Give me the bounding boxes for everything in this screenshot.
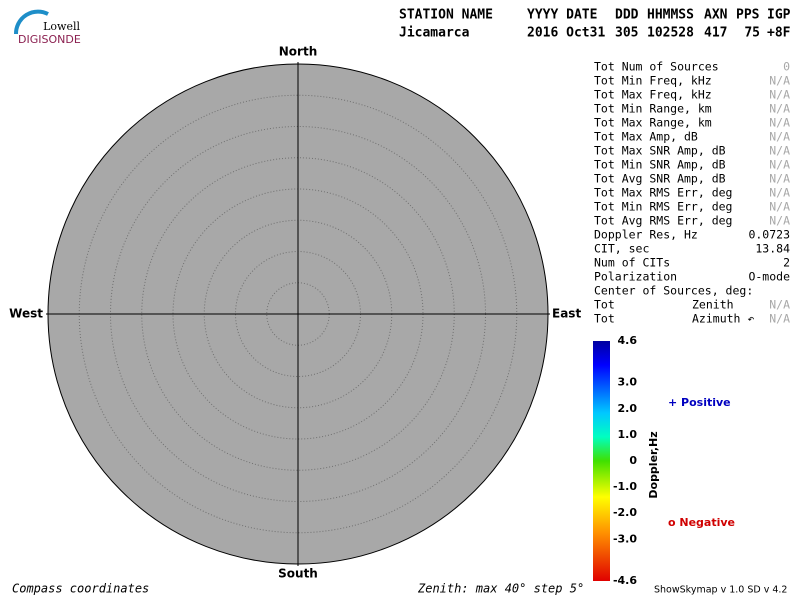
header-label: YYYY DATE	[527, 8, 597, 23]
stat-label: Tot Avg RMS Err, deg	[594, 214, 732, 228]
colorbar-tick: -2.0	[613, 506, 637, 519]
stat-label: Polarization	[594, 270, 677, 284]
legend-negative: o Negative	[668, 516, 735, 529]
stat-value: N/A	[769, 172, 790, 186]
stat-value: N/A	[769, 102, 790, 116]
stat-value: 0	[783, 60, 790, 74]
east-label: East	[552, 307, 581, 321]
stat-label: Tot Min Freq, kHz	[594, 74, 712, 88]
colorbar-tick: 3.0	[618, 376, 638, 389]
stat-label: Tot	[594, 298, 615, 312]
south-label: South	[278, 567, 318, 581]
header-value: Jicamarca	[399, 26, 470, 41]
colorbar-tick: 4.6	[618, 334, 638, 347]
logo-bottom: DIGISONDE	[18, 33, 81, 46]
north-label: North	[279, 45, 317, 59]
colorbar-tick: -3.0	[613, 532, 637, 545]
stat-label: Tot Min SNR Amp, dB	[594, 158, 726, 172]
colorbar-tick: 2.0	[618, 402, 638, 415]
stat-value: N/A	[769, 116, 790, 130]
header-label: AXN	[704, 8, 728, 23]
stat-label: Center of Sources, deg:	[594, 284, 753, 298]
logo-swoosh	[13, 9, 49, 35]
header-value: 102528	[647, 26, 694, 41]
header-label: STATION NAME	[399, 8, 493, 23]
stat-value: N/A	[769, 74, 790, 88]
stat-value: N/A	[769, 144, 790, 158]
stat-label: Tot Num of Sources	[594, 60, 719, 74]
stat-value: 2	[783, 256, 790, 270]
stat-value: N/A	[769, 130, 790, 144]
stat-label: Tot Min Range, km	[594, 102, 712, 116]
header-value: 417	[704, 26, 727, 41]
header-label: DDD	[615, 8, 639, 23]
stat-middle: Zenith	[692, 298, 734, 312]
stat-value: N/A	[769, 158, 790, 172]
stat-value: 0.0723	[748, 228, 790, 242]
stat-value: N/A	[769, 186, 790, 200]
header-value: +8F	[767, 26, 791, 41]
footer-right: ShowSkymap v 1.0 SD v 4.2	[654, 585, 787, 596]
colorbar	[593, 341, 610, 581]
stat-value: O-mode	[748, 270, 790, 284]
colorbar-tick: -4.6	[613, 574, 637, 587]
logo-top: Lowell	[43, 20, 80, 33]
legend-positive: + Positive	[668, 396, 731, 409]
stat-label: CIT, sec	[594, 242, 649, 256]
stat-value: N/A	[769, 214, 790, 228]
stat-label: Tot Max RMS Err, deg	[594, 186, 732, 200]
stat-value: N/A	[769, 298, 790, 312]
header-label: IGP	[767, 8, 791, 23]
header-value: 75	[744, 26, 760, 41]
colorbar-tick: -1.0	[613, 480, 637, 493]
stat-value: 13.84	[755, 242, 790, 256]
stat-label: Doppler Res, Hz	[594, 228, 698, 242]
header-value: 2016 Oct31	[527, 26, 605, 41]
west-label: West	[9, 307, 43, 321]
stat-middle: Azimuth ↶	[692, 312, 754, 326]
stat-label: Tot Max SNR Amp, dB	[594, 144, 726, 158]
stat-label: Tot Max Range, km	[594, 116, 712, 130]
header-label: HHMMSS	[647, 8, 694, 23]
stat-label: Tot	[594, 312, 615, 326]
stat-label: Tot Max Freq, kHz	[594, 88, 712, 102]
stat-label: Tot Min RMS Err, deg	[594, 200, 732, 214]
colorbar-tick: 0	[629, 454, 637, 467]
stat-label: Tot Max Amp, dB	[594, 130, 698, 144]
footer-left: Compass coordinates	[12, 582, 149, 596]
stat-value: N/A	[769, 200, 790, 214]
footer-middle: Zenith: max 40° step 5°	[417, 582, 584, 596]
header-value: 305	[615, 26, 638, 41]
stat-value: N/A	[769, 88, 790, 102]
stat-label: Num of CITs	[594, 256, 670, 270]
colorbar-tick: 1.0	[618, 428, 638, 441]
stat-value: N/A	[769, 312, 790, 326]
header-label: PPS	[736, 8, 760, 23]
colorbar-title: Doppler,Hz	[647, 431, 660, 498]
stat-label: Tot Avg SNR Amp, dB	[594, 172, 726, 186]
